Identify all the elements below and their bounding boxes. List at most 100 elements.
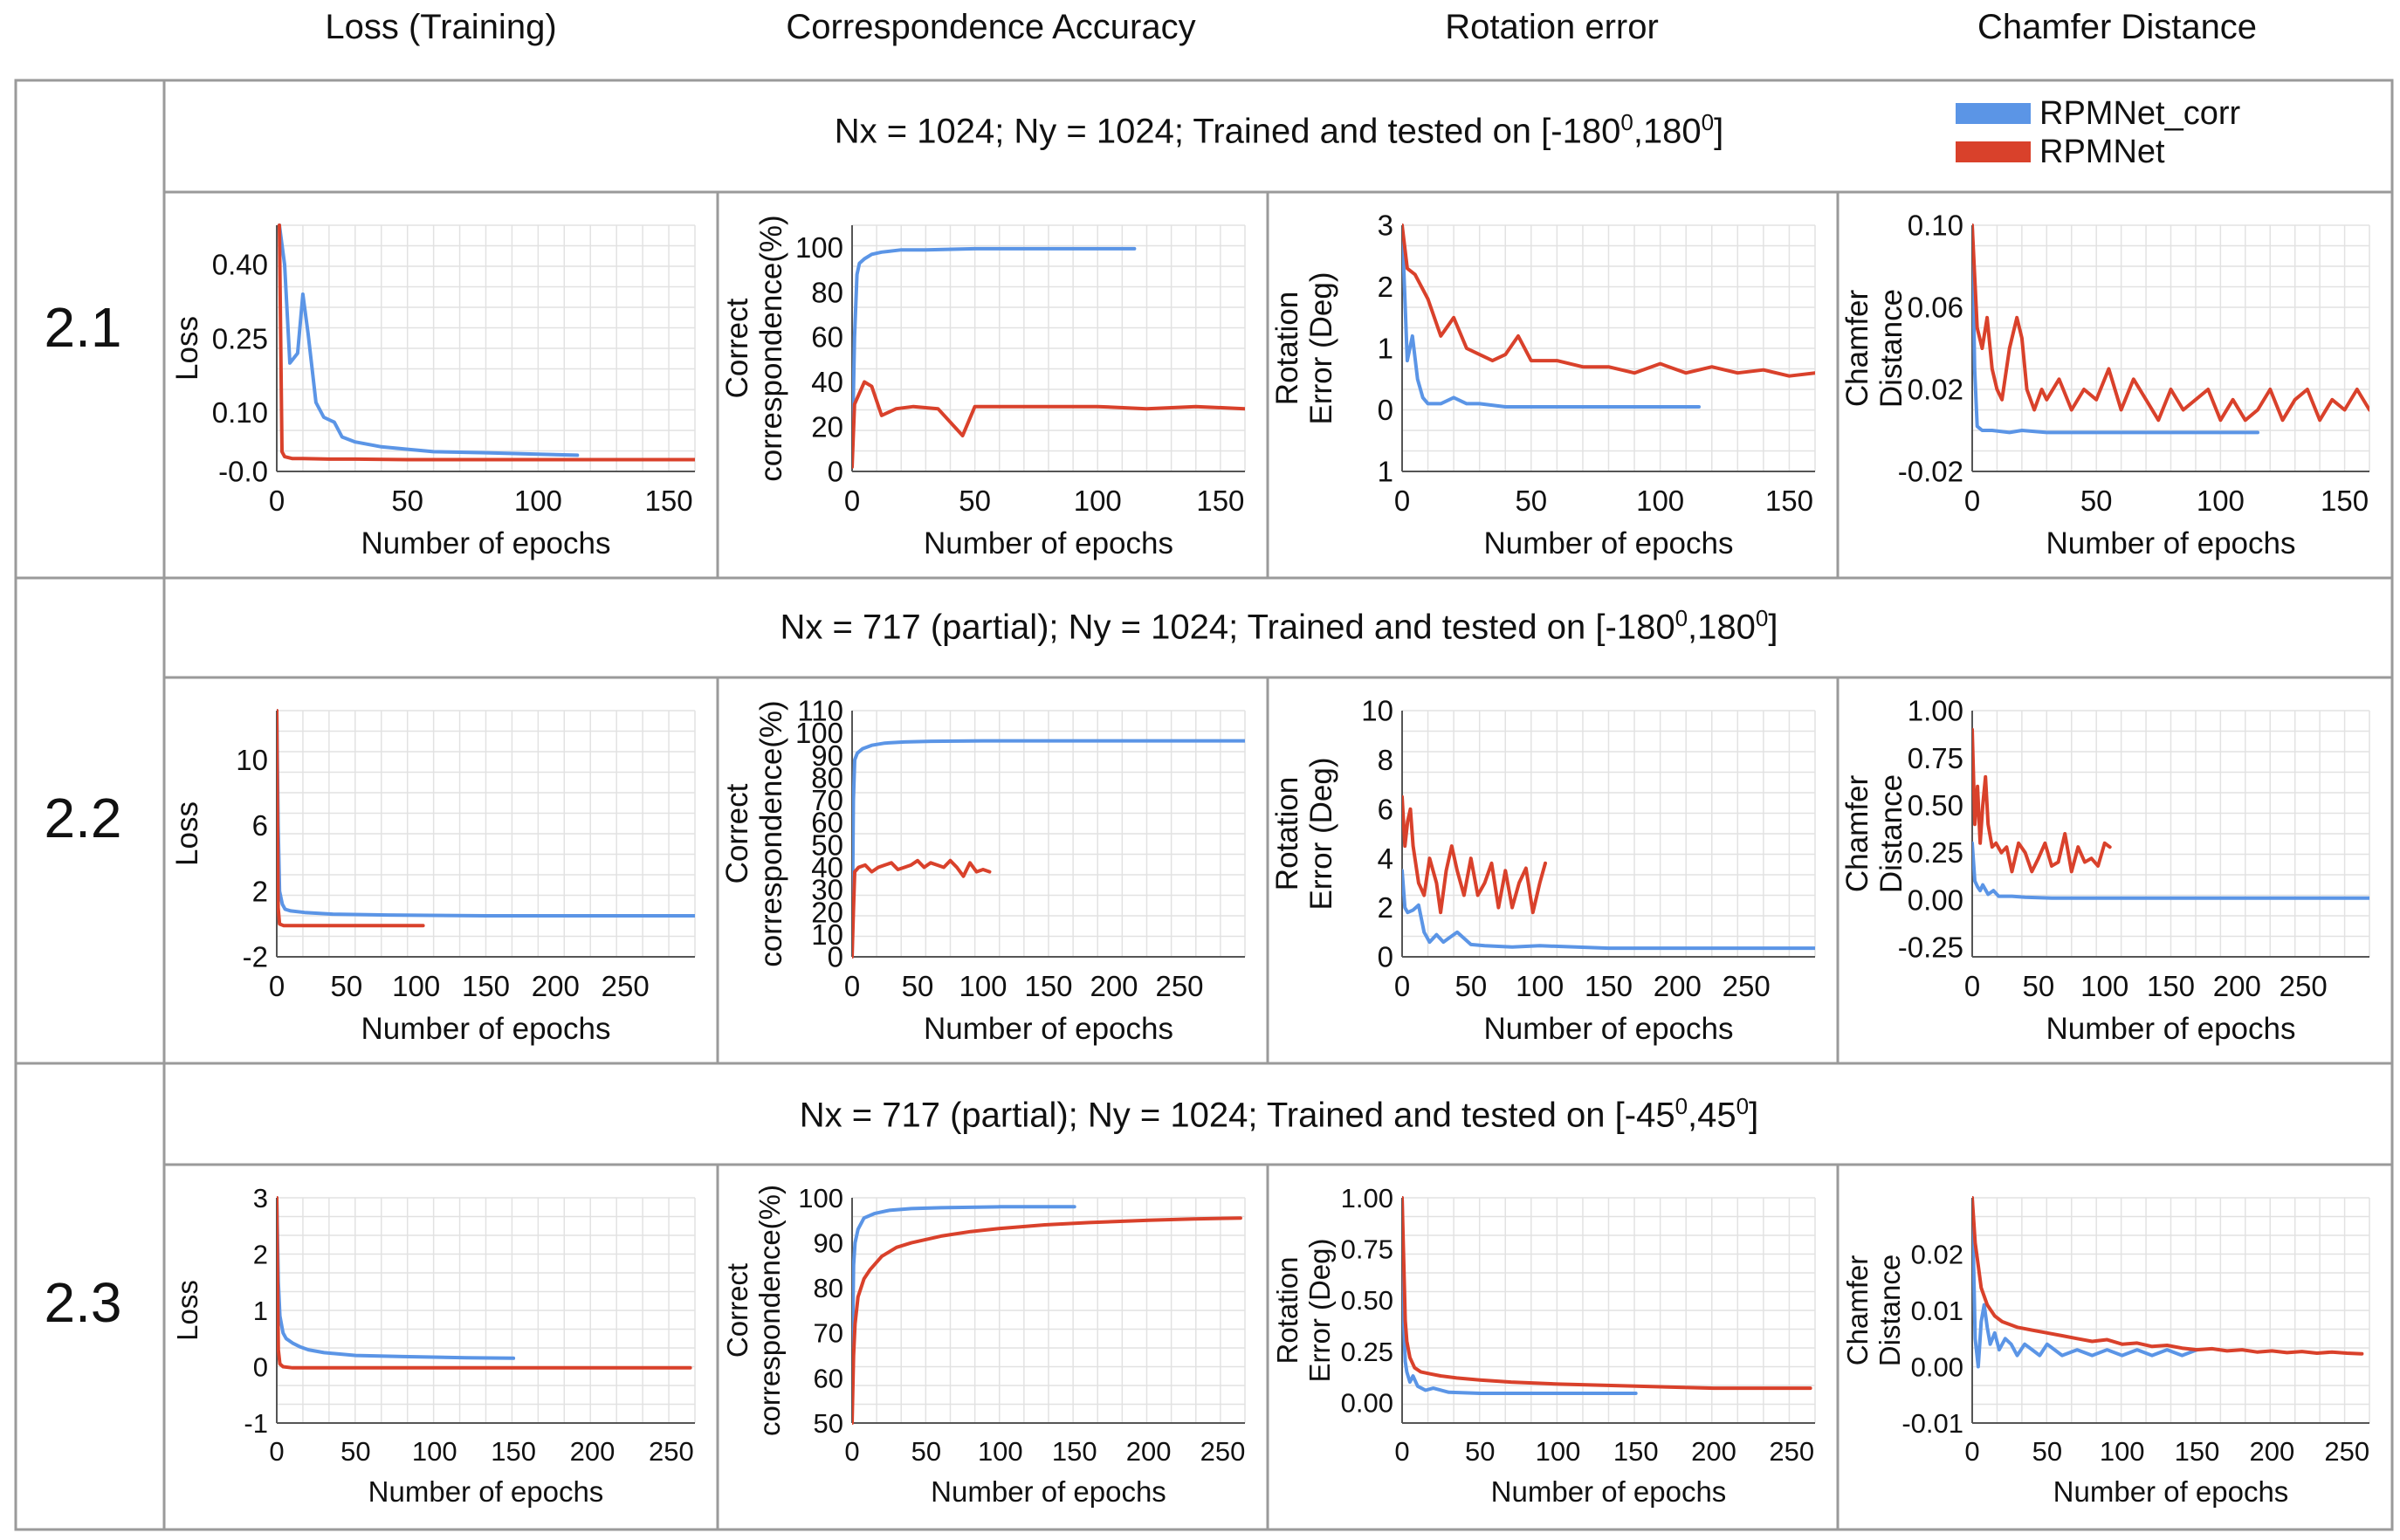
y-tick-label: 30 bbox=[811, 874, 843, 906]
x-tick-label: 250 bbox=[2324, 1436, 2369, 1467]
row-label-2-2: 2.2 bbox=[44, 787, 122, 849]
x-axis-label: Number of epochs bbox=[1484, 526, 1734, 560]
y-axis-label: Rotation bbox=[1271, 292, 1304, 405]
y-tick-label: -1 bbox=[244, 1408, 268, 1439]
x-tick-label: 50 bbox=[2080, 485, 2113, 517]
y-axis-label: correspondence(%) bbox=[754, 700, 788, 966]
grid-lines bbox=[851, 1197, 1246, 1424]
x-axis-label: Number of epochs bbox=[2053, 1475, 2289, 1508]
y-tick-label: 0.25 bbox=[212, 322, 268, 354]
y-tick-label: 0.10 bbox=[1908, 210, 1963, 242]
grid-lines bbox=[1401, 710, 1816, 958]
y-tick-label: 40 bbox=[811, 851, 843, 883]
chart-svg: 0 20 40 60 80 100 0 50 100 150 Number of epochs Cor… bbox=[721, 215, 1246, 560]
y-tick-label: 0.00 bbox=[1908, 883, 1963, 916]
chart-2-3-loss: -1 0 1 2 3 0 50 100 150 200 250 Number of epochs Los… bbox=[168, 1168, 714, 1526]
x-tick-label: 100 bbox=[959, 970, 1007, 1002]
x-tick-label: 0 bbox=[1964, 485, 1980, 517]
y-tick-label: 6 bbox=[1378, 793, 1393, 825]
y-tick-label: 2 bbox=[1378, 271, 1393, 303]
grid-lines bbox=[1971, 710, 2370, 958]
y-axis-label: Rotation bbox=[1271, 777, 1304, 890]
series-line-rpmnet-corr bbox=[852, 246, 1137, 463]
x-tick-label: 100 bbox=[1636, 485, 1684, 517]
y-tick-label: 0.25 bbox=[1341, 1337, 1393, 1367]
x-tick-label: 0 bbox=[844, 970, 860, 1002]
y-tick-label: 60 bbox=[811, 807, 843, 839]
banner-degree-a: 0 bbox=[1674, 1093, 1688, 1119]
y-tick-label: 10 bbox=[236, 744, 268, 776]
row-banner-2-1: Nx = 1024; Ny = 1024; Trained and tested… bbox=[166, 109, 2392, 151]
series-line-rpmnet bbox=[852, 858, 992, 959]
x-tick-label: 0 bbox=[1394, 1436, 1409, 1467]
y-tick-label: 80 bbox=[811, 276, 843, 308]
x-tick-label: 250 bbox=[1769, 1436, 1814, 1467]
x-tick-label: 200 bbox=[1090, 970, 1138, 1002]
chart-2-2-correspondence: 0 10 20 30 40 50 60 70 80 90 100 110 0 50 100 150 200 250… bbox=[721, 681, 1264, 1060]
y-axis-label: Chamfer bbox=[1841, 775, 1874, 893]
x-tick-label: 200 bbox=[532, 970, 580, 1002]
banner-text-c: ] bbox=[1749, 1096, 1759, 1135]
x-tick-label: 100 bbox=[1074, 485, 1122, 517]
series-line-rpmnet bbox=[278, 223, 695, 462]
x-tick-label: 150 bbox=[645, 485, 693, 517]
x-tick-label: 50 bbox=[2032, 1436, 2062, 1467]
x-tick-label: 150 bbox=[1585, 970, 1633, 1002]
x-tick-label: 0 bbox=[1394, 485, 1410, 517]
series-line-rpmnet bbox=[1402, 794, 1547, 915]
x-tick-label: 0 bbox=[844, 485, 860, 517]
x-axis-label: Number of epochs bbox=[2046, 526, 2296, 560]
x-tick-label: 150 bbox=[1024, 970, 1072, 1002]
y-axis-label: correspondence(%) bbox=[754, 215, 788, 481]
y-tick-label: 0.10 bbox=[212, 396, 268, 429]
y-tick-label: 1 bbox=[1378, 456, 1393, 488]
x-tick-label: 200 bbox=[1126, 1436, 1172, 1467]
y-axis-label: Chamfer bbox=[1841, 290, 1874, 408]
y-tick-label: 50 bbox=[814, 1408, 843, 1439]
column-header-chamfer: Chamfer Distance bbox=[1977, 8, 2258, 46]
y-axis-label: Loss bbox=[170, 801, 204, 866]
banner-text-a: Nx = 717 (partial); Ny = 1024; Trained a… bbox=[799, 1096, 1675, 1135]
y-tick-label: 0.06 bbox=[1908, 292, 1963, 324]
y-tick-label: 50 bbox=[811, 828, 843, 861]
x-tick-label: 150 bbox=[2175, 1436, 2220, 1467]
x-tick-label: 50 bbox=[1454, 970, 1487, 1002]
banner-degree-a: 0 bbox=[1620, 109, 1633, 135]
y-axis-label: Error (Deg) bbox=[1304, 272, 1338, 424]
y-tick-label: 0 bbox=[828, 941, 843, 973]
chart-svg: -0.25 0.00 0.25 0.50 0.75 1.00 0 50 100 150 200 250… bbox=[1841, 695, 2370, 1046]
series-line-rpmnet bbox=[1972, 727, 2112, 874]
chart-2-3-correspondence: 50 60 70 80 90 100 0 50 100 150 200 250 Number of ep… bbox=[721, 1168, 1264, 1526]
legend-item-rpmnet-corr: RPMNet_corr bbox=[1956, 94, 2240, 133]
banner-text-b: ,180 bbox=[1688, 608, 1756, 647]
y-tick-label: -0.02 bbox=[1898, 456, 1963, 488]
y-tick-label: 0.25 bbox=[1908, 836, 1963, 869]
y-tick-label: 70 bbox=[811, 784, 843, 816]
legend-swatch-rpmnet bbox=[1956, 141, 2031, 162]
x-tick-label: 0 bbox=[1964, 1436, 1979, 1467]
y-tick-label: 40 bbox=[811, 366, 843, 398]
y-tick-label: 0.02 bbox=[1911, 1239, 1963, 1269]
x-tick-label: 50 bbox=[1465, 1436, 1495, 1467]
y-tick-label: 20 bbox=[811, 896, 843, 928]
y-tick-label: 0.00 bbox=[1911, 1351, 1963, 1382]
chart-2-3-rotation: 0.00 0.25 0.50 0.75 1.00 0 50 100 150 200 250 Numbe… bbox=[1271, 1168, 1834, 1526]
x-tick-label: 250 bbox=[1155, 970, 1203, 1002]
x-tick-label: 100 bbox=[1536, 1436, 1581, 1467]
banner-text-a: Nx = 717 (partial); Ny = 1024; Trained a… bbox=[780, 608, 1675, 647]
y-tick-label: 0.75 bbox=[1908, 742, 1963, 774]
y-tick-label: -0.01 bbox=[1901, 1408, 1963, 1439]
y-tick-label: 10 bbox=[811, 918, 843, 951]
y-axis-label: Error (Deg) bbox=[1304, 757, 1338, 910]
chart-2-1-rotation: 1 0 1 2 3 0 50 100 150 Number of epochs Rotation Er… bbox=[1271, 196, 1834, 574]
grid-lines bbox=[276, 710, 696, 958]
banner-text-b: ,180 bbox=[1633, 112, 1702, 151]
series-line-rpmnet-corr bbox=[852, 1205, 1076, 1380]
x-tick-label: 100 bbox=[412, 1436, 457, 1467]
x-tick-label: 100 bbox=[978, 1436, 1023, 1467]
banner-text-c: ] bbox=[1714, 112, 1724, 151]
